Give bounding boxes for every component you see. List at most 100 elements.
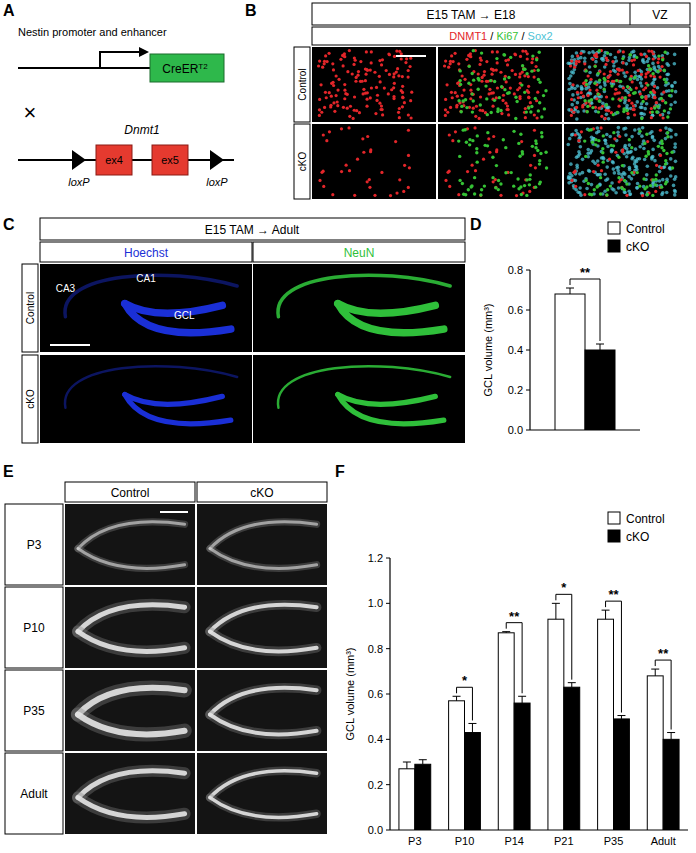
- x-tick-label: P10: [455, 835, 475, 847]
- condition-label: E15 TAM → Adult: [205, 223, 300, 237]
- cell-dot: [460, 110, 463, 113]
- cell-dot: [642, 112, 646, 116]
- cell-dot: [493, 99, 496, 102]
- cell-dot: [570, 103, 574, 107]
- cell-dot: [328, 91, 331, 94]
- region-label: CA1: [136, 273, 156, 284]
- cell-dot: [488, 88, 491, 91]
- gcl-layer: [78, 798, 185, 818]
- micrograph: [312, 47, 436, 122]
- cell-dot: [573, 66, 576, 69]
- cell-dot: [495, 150, 498, 153]
- cell-dot: [662, 116, 665, 119]
- cell-dot: [618, 91, 621, 94]
- cell-dot: [519, 132, 522, 135]
- column-label: Hoechst: [124, 246, 169, 260]
- cell-dot: [475, 147, 478, 150]
- cell-dot: [385, 69, 388, 72]
- cell-dot: [673, 53, 677, 57]
- cell-dot: [492, 69, 495, 72]
- cell-dot: [457, 99, 460, 102]
- cell-dot: [518, 86, 521, 89]
- cell-dot: [659, 75, 662, 78]
- micrograph: [65, 587, 195, 668]
- row-label: P10: [23, 621, 45, 635]
- cell-dot: [451, 139, 454, 142]
- cell-dot: [488, 151, 491, 154]
- y-tick-label: 0.2: [508, 384, 523, 396]
- cell-dot: [591, 58, 594, 61]
- cell-dot: [619, 99, 622, 102]
- arrow-head: [139, 47, 149, 57]
- cell-dot: [614, 151, 617, 154]
- loxp-site: [72, 150, 86, 170]
- cell-dot: [491, 155, 494, 158]
- cell-dot: [492, 135, 495, 138]
- cell-dot: [621, 61, 625, 65]
- cell-dot: [592, 170, 595, 173]
- cell-dot: [584, 155, 587, 158]
- cell-dot: [365, 68, 368, 71]
- cell-dot: [605, 193, 608, 196]
- cell-dot: [529, 173, 532, 176]
- cell-dot: [599, 176, 602, 179]
- cell-dot: [331, 193, 334, 196]
- cell-dot: [655, 173, 658, 176]
- cell-dot: [322, 133, 325, 136]
- cell-dot: [605, 194, 608, 197]
- cell-dot: [651, 178, 654, 181]
- cell-dot: [499, 194, 502, 197]
- cell-dot: [395, 192, 398, 195]
- significance-label: *: [561, 580, 567, 595]
- cell-dot: [632, 63, 635, 66]
- cell-dot: [501, 86, 504, 89]
- legend-label: Control: [626, 512, 665, 526]
- cell-dot: [586, 94, 589, 97]
- cell-dot: [477, 72, 480, 75]
- cell-dot: [358, 111, 361, 114]
- y-tick-label: 0.4: [368, 733, 383, 745]
- cell-dot: [525, 72, 528, 75]
- cell-dot: [526, 57, 529, 60]
- cell-dot: [462, 88, 465, 91]
- cell-dot: [490, 73, 493, 76]
- cell-dot: [628, 168, 632, 172]
- cell-dot: [621, 85, 625, 89]
- cell-dot: [505, 80, 508, 83]
- cell-dot: [652, 52, 655, 55]
- cell-dot: [665, 62, 669, 66]
- cell-dot: [571, 83, 574, 86]
- micrograph: [564, 47, 688, 122]
- cell-dot: [664, 126, 668, 130]
- cell-dot: [366, 69, 369, 72]
- cell-dot: [585, 83, 588, 86]
- cell-dot: [577, 139, 580, 142]
- cell-dot: [453, 52, 456, 55]
- cell-dot: [590, 128, 593, 131]
- cell-dot: [525, 194, 528, 197]
- cell-dot: [645, 102, 649, 106]
- micrograph: [438, 124, 562, 199]
- cell-dot: [324, 91, 327, 94]
- cell-dot: [370, 61, 373, 64]
- loxp-label: loxP: [68, 176, 90, 188]
- cell-dot: [594, 54, 597, 57]
- cell-dot: [638, 145, 642, 149]
- bar: [548, 619, 564, 830]
- gcl-glow: [78, 771, 185, 798]
- cell-dot: [523, 68, 526, 71]
- cell-dot: [514, 73, 517, 76]
- y-tick: [386, 603, 390, 604]
- cell-dot: [639, 112, 643, 116]
- cell-dot: [627, 99, 630, 102]
- cell-dot: [654, 183, 657, 186]
- cell-dot: [640, 106, 644, 110]
- cell-dot: [576, 101, 580, 105]
- cell-dot: [398, 178, 401, 181]
- cell-dot: [644, 75, 647, 78]
- micrograph: [65, 753, 195, 834]
- cell-dot: [535, 58, 538, 61]
- cell-dot: [583, 57, 587, 61]
- error-bar: [419, 760, 427, 765]
- y-tick-label: 0.6: [508, 304, 523, 316]
